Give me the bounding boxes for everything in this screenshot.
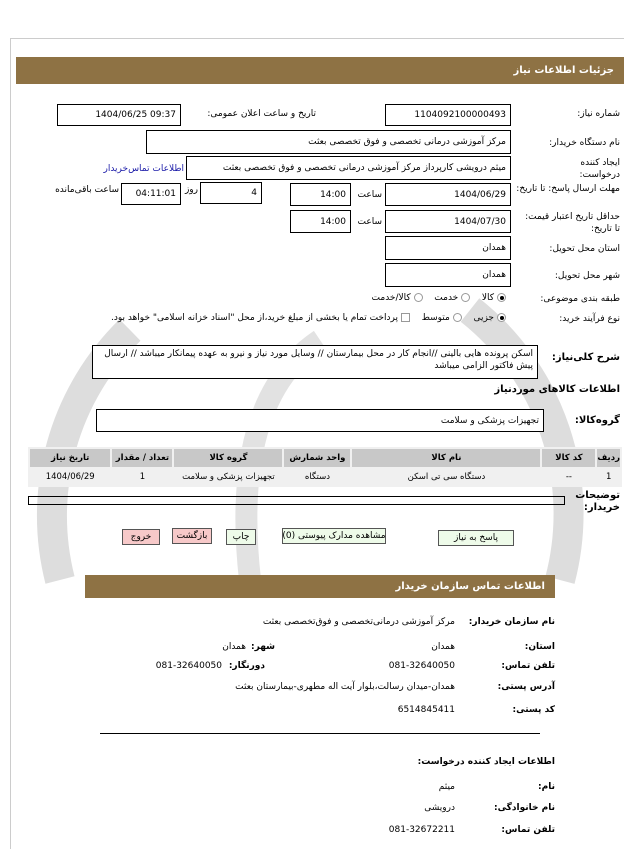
cell: تجهیزات پزشکی و سلامت [172,467,285,487]
col-header: تاریخ نیاز [27,447,113,469]
category-radio-group[interactable]: کالا خدمت کالا/خدمت [372,292,509,304]
creator-info-title: اطلاعات ایجاد کننده درخواست: [417,757,555,767]
contact-header: اطلاعات تماس سازمان خریدار [85,575,555,598]
cell: دستگاه سی تی اسکن [350,467,543,487]
col-header: تعداد / مقدار [110,447,175,469]
goods-group-label: گروه‌کالا: [574,415,620,426]
fax-label: دورنگار: [228,661,265,671]
back-button[interactable]: بازگشت [172,528,212,544]
col-header: ردیف [595,447,622,469]
province-field[interactable]: همدان [385,236,511,260]
buyer-field[interactable]: مرکز آموزشی درمانی تخصصی و فوق تخصصی بعث… [146,130,511,154]
remaining-field[interactable]: 04:11:01 [121,183,181,205]
need-number-label: شماره نیاز: [577,109,620,119]
print-button[interactable]: چاپ [226,529,256,545]
validity-time-field[interactable]: 14:00 [290,210,351,233]
radio-khedmat[interactable] [461,293,471,302]
family-value: درویشی [424,803,455,813]
radio-kala-khedmat[interactable] [413,293,423,302]
goods-group-field[interactable]: تجهیزات پزشکی و سلامت [96,409,544,432]
table-header-row: ردیف کد کالا نام کالا واحد شمارش گروه کا… [27,447,622,469]
time-label: ساعت [357,190,383,200]
creator-phone-label: تلفن تماس: [501,825,555,835]
buyer-notes-label: توضیحات خریدار: [575,490,620,513]
option-label: متوسط [421,313,450,323]
phone-label: تلفن تماس: [501,661,555,671]
need-number-field[interactable]: 1104092100000493 [385,104,511,126]
treasury-checkbox[interactable] [400,313,410,322]
page-frame [10,38,624,849]
phone-value: 081-32640050 [388,661,455,671]
cell: 1 [110,467,175,487]
payment-note: پرداخت تمام یا بخشی از مبلغ خرید،از محل … [110,313,398,323]
radio-motavaset[interactable] [452,313,462,322]
address-value: همدان-میدان رسالت،بلوار آیت اله مطهری-بی… [235,682,455,692]
remaining-label: ساعت باقی‌مانده [55,185,119,195]
announce-field[interactable]: 1404/06/25 09:37 [57,104,181,126]
purchase-radio-group[interactable]: جزیی متوسط پرداخت تمام یا بخشی از مبلغ خ… [111,312,509,324]
radio-jozei[interactable] [497,313,506,322]
name-label: نام: [538,782,555,792]
goods-table: ردیف کد کالا نام کالا واحد شمارش گروه کا… [27,447,622,487]
selected-option-label: کالا [481,293,494,303]
purchase-label: نوع فرآیند خرید: [559,314,620,324]
city-value: همدان [222,642,246,652]
cell: -- [540,467,598,487]
creator-phone-value: 081-32672211 [388,825,455,835]
cell: 1 [595,467,622,487]
address-label: آدرس پستی: [497,682,555,692]
description-box: اسکن پرونده هایی بالینی //انجام کار در م… [92,345,538,379]
postal-value: 6514845411 [397,705,455,715]
org-label: نام سازمان خریدار: [468,617,555,627]
exit-button[interactable]: خروج [122,529,160,545]
creator-field[interactable]: میثم درویشی کارپرداز مرکز آموزشی درمانی … [186,156,511,180]
fax-value: 081-32640050 [155,661,222,671]
goods-section-title: اطلاعات کالاهای موردنیاز [494,384,620,395]
validity-label: حداقل تاریخ اعتبار قیمت: تا تاریخ: [525,212,620,234]
option-label: خدمت [434,293,459,303]
category-label: طبقه بندی موضوعی: [540,294,620,304]
attachments-button[interactable]: مشاهده مدارک پیوستی (0) [282,528,386,544]
postal-label: کد پستی: [512,705,555,715]
col-header: گروه کالا [172,447,285,469]
col-header: کد کالا [540,447,598,469]
deadline-date-field[interactable]: 1404/06/29 [385,183,511,206]
buyer-notes-field[interactable] [28,496,565,505]
deadline-label: مهلت ارسال پاسخ: تا تاریخ: [516,184,620,194]
province-label: استان: [524,642,555,652]
province-value: همدان [431,642,455,652]
city-field[interactable]: همدان [385,263,511,287]
days-field[interactable]: 4 [200,182,262,204]
radio-kala[interactable] [497,293,506,302]
selected-option-label: جزیی [473,313,494,323]
description-label: شرح کلی‌نیاز: [551,352,620,363]
col-header: واحد شمارش [282,447,353,469]
days-label: روز [184,185,198,195]
family-label: نام خانوادگی: [493,803,555,813]
reply-button[interactable]: پاسخ به نیاز [438,530,514,546]
buyer-label: نام دستگاه خریدار: [549,138,620,148]
option-label: کالا/خدمت [371,293,411,303]
col-header: نام کالا [350,447,543,469]
contact-title: اطلاعات تماس سازمان خریدار [395,581,545,592]
org-value: مرکز آموزشی درمانی‌تخصصی و فوق‌تخصصی بعث… [262,617,455,627]
announce-label: تاریخ و ساعت اعلان عمومی: [207,109,316,119]
page-header: جزئیات اطلاعات نیاز [16,57,624,84]
city-label: شهر: [251,642,275,652]
name-value: میثم [438,782,455,792]
divider [100,733,540,734]
validity-time-label: ساعت [357,217,383,227]
validity-date-field[interactable]: 1404/07/30 [385,210,511,233]
province-label: استان محل تحویل: [549,244,620,254]
creator-label: ایجاد کننده درخواست: [579,158,620,180]
buyer-contact-link[interactable]: اطلاعات تماس‌خریدار [103,164,184,174]
cell: 1404/06/29 [27,467,113,487]
city-label: شهر محل تحویل: [554,271,620,281]
table-row: 1 -- دستگاه سی تی اسکن دستگاه تجهیزات پز… [27,467,622,487]
deadline-time-field[interactable]: 14:00 [290,183,351,206]
page-title: جزئیات اطلاعات نیاز [513,65,614,76]
cell: دستگاه [282,467,353,487]
